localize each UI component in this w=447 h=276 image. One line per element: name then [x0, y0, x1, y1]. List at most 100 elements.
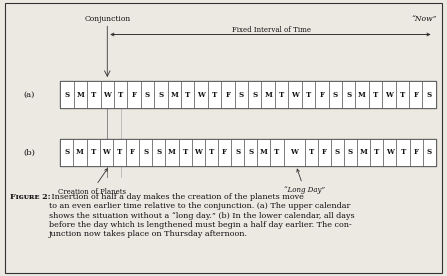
Bar	[100, 139, 113, 166]
Text: S: S	[426, 91, 432, 99]
Text: F: F	[322, 148, 327, 156]
Text: T: T	[373, 91, 378, 99]
Text: W: W	[290, 148, 298, 156]
Bar	[248, 81, 261, 108]
Bar	[221, 81, 235, 108]
Bar	[288, 81, 302, 108]
Bar	[257, 139, 270, 166]
Text: T: T	[182, 148, 188, 156]
Bar	[192, 139, 205, 166]
Bar	[244, 139, 257, 166]
Bar	[283, 139, 304, 166]
Text: S: S	[348, 148, 353, 156]
Text: F: F	[413, 91, 418, 99]
Bar	[342, 81, 355, 108]
Text: (b): (b)	[23, 148, 35, 156]
Text: S: S	[252, 91, 257, 99]
Text: S: S	[333, 91, 338, 99]
Text: F: F	[225, 91, 231, 99]
Bar	[409, 139, 423, 166]
Text: T: T	[212, 91, 217, 99]
Bar	[261, 81, 275, 108]
Text: (a): (a)	[23, 91, 35, 99]
Bar	[396, 139, 409, 166]
Bar	[409, 81, 422, 108]
Text: F: F	[222, 148, 227, 156]
Bar	[370, 139, 384, 166]
Text: F: F	[319, 91, 325, 99]
Text: Conjunction: Conjunction	[84, 15, 131, 23]
Bar	[87, 139, 100, 166]
Bar	[331, 139, 344, 166]
Text: S: S	[335, 148, 340, 156]
Bar	[384, 139, 396, 166]
Bar	[60, 139, 436, 166]
Text: “Now”: “Now”	[411, 15, 437, 23]
Text: T: T	[401, 148, 405, 156]
Bar	[168, 81, 181, 108]
Text: M: M	[170, 91, 178, 99]
Text: F: F	[413, 148, 419, 156]
Bar	[74, 81, 87, 108]
Text: T: T	[118, 91, 123, 99]
Text: Creation of Planets: Creation of Planets	[58, 169, 126, 196]
Text: M: M	[360, 148, 367, 156]
Text: T: T	[185, 91, 190, 99]
Bar	[194, 81, 208, 108]
Text: S: S	[158, 91, 164, 99]
Bar	[357, 139, 370, 166]
Text: S: S	[239, 91, 244, 99]
Text: W: W	[194, 148, 202, 156]
Text: S: S	[64, 91, 70, 99]
Text: M: M	[76, 91, 84, 99]
Text: T: T	[308, 148, 314, 156]
Text: M: M	[260, 148, 268, 156]
Bar	[113, 139, 126, 166]
Bar	[329, 81, 342, 108]
Bar	[235, 81, 248, 108]
Bar	[60, 81, 74, 108]
Text: T: T	[400, 91, 405, 99]
Bar	[73, 139, 87, 166]
Bar	[154, 81, 168, 108]
Text: Insertion of half a day makes the creation of the planets move
to an even earlie: Insertion of half a day makes the creati…	[49, 193, 354, 238]
Bar	[127, 81, 141, 108]
Text: M: M	[76, 148, 84, 156]
Text: “Long Day”: “Long Day”	[284, 169, 325, 194]
Text: S: S	[346, 91, 351, 99]
Bar	[275, 81, 288, 108]
Bar	[382, 81, 396, 108]
Text: T: T	[274, 148, 279, 156]
Bar	[318, 139, 331, 166]
Bar	[152, 139, 165, 166]
Text: T: T	[374, 148, 380, 156]
Bar	[139, 139, 152, 166]
Bar	[302, 81, 315, 108]
Text: M: M	[358, 91, 366, 99]
Bar	[165, 139, 178, 166]
Bar	[181, 81, 194, 108]
Bar	[208, 81, 221, 108]
Text: T: T	[91, 148, 96, 156]
Bar	[60, 81, 436, 108]
Bar	[231, 139, 244, 166]
Text: S: S	[235, 148, 240, 156]
Text: T: T	[91, 91, 97, 99]
Text: T: T	[279, 91, 284, 99]
Bar	[114, 81, 127, 108]
Bar	[315, 81, 329, 108]
Bar	[218, 139, 231, 166]
Text: T: T	[117, 148, 122, 156]
Text: S: S	[248, 148, 253, 156]
Text: F: F	[130, 148, 135, 156]
Bar	[60, 139, 73, 166]
Text: S: S	[427, 148, 432, 156]
Bar	[396, 81, 409, 108]
Bar	[87, 81, 101, 108]
Bar	[178, 139, 192, 166]
Text: W: W	[102, 148, 110, 156]
Text: S: S	[64, 148, 69, 156]
Text: W: W	[291, 91, 299, 99]
Bar	[422, 81, 436, 108]
Text: Fɪɢᴜʀᴇ 2:: Fɪɢᴜʀᴇ 2:	[10, 193, 51, 201]
